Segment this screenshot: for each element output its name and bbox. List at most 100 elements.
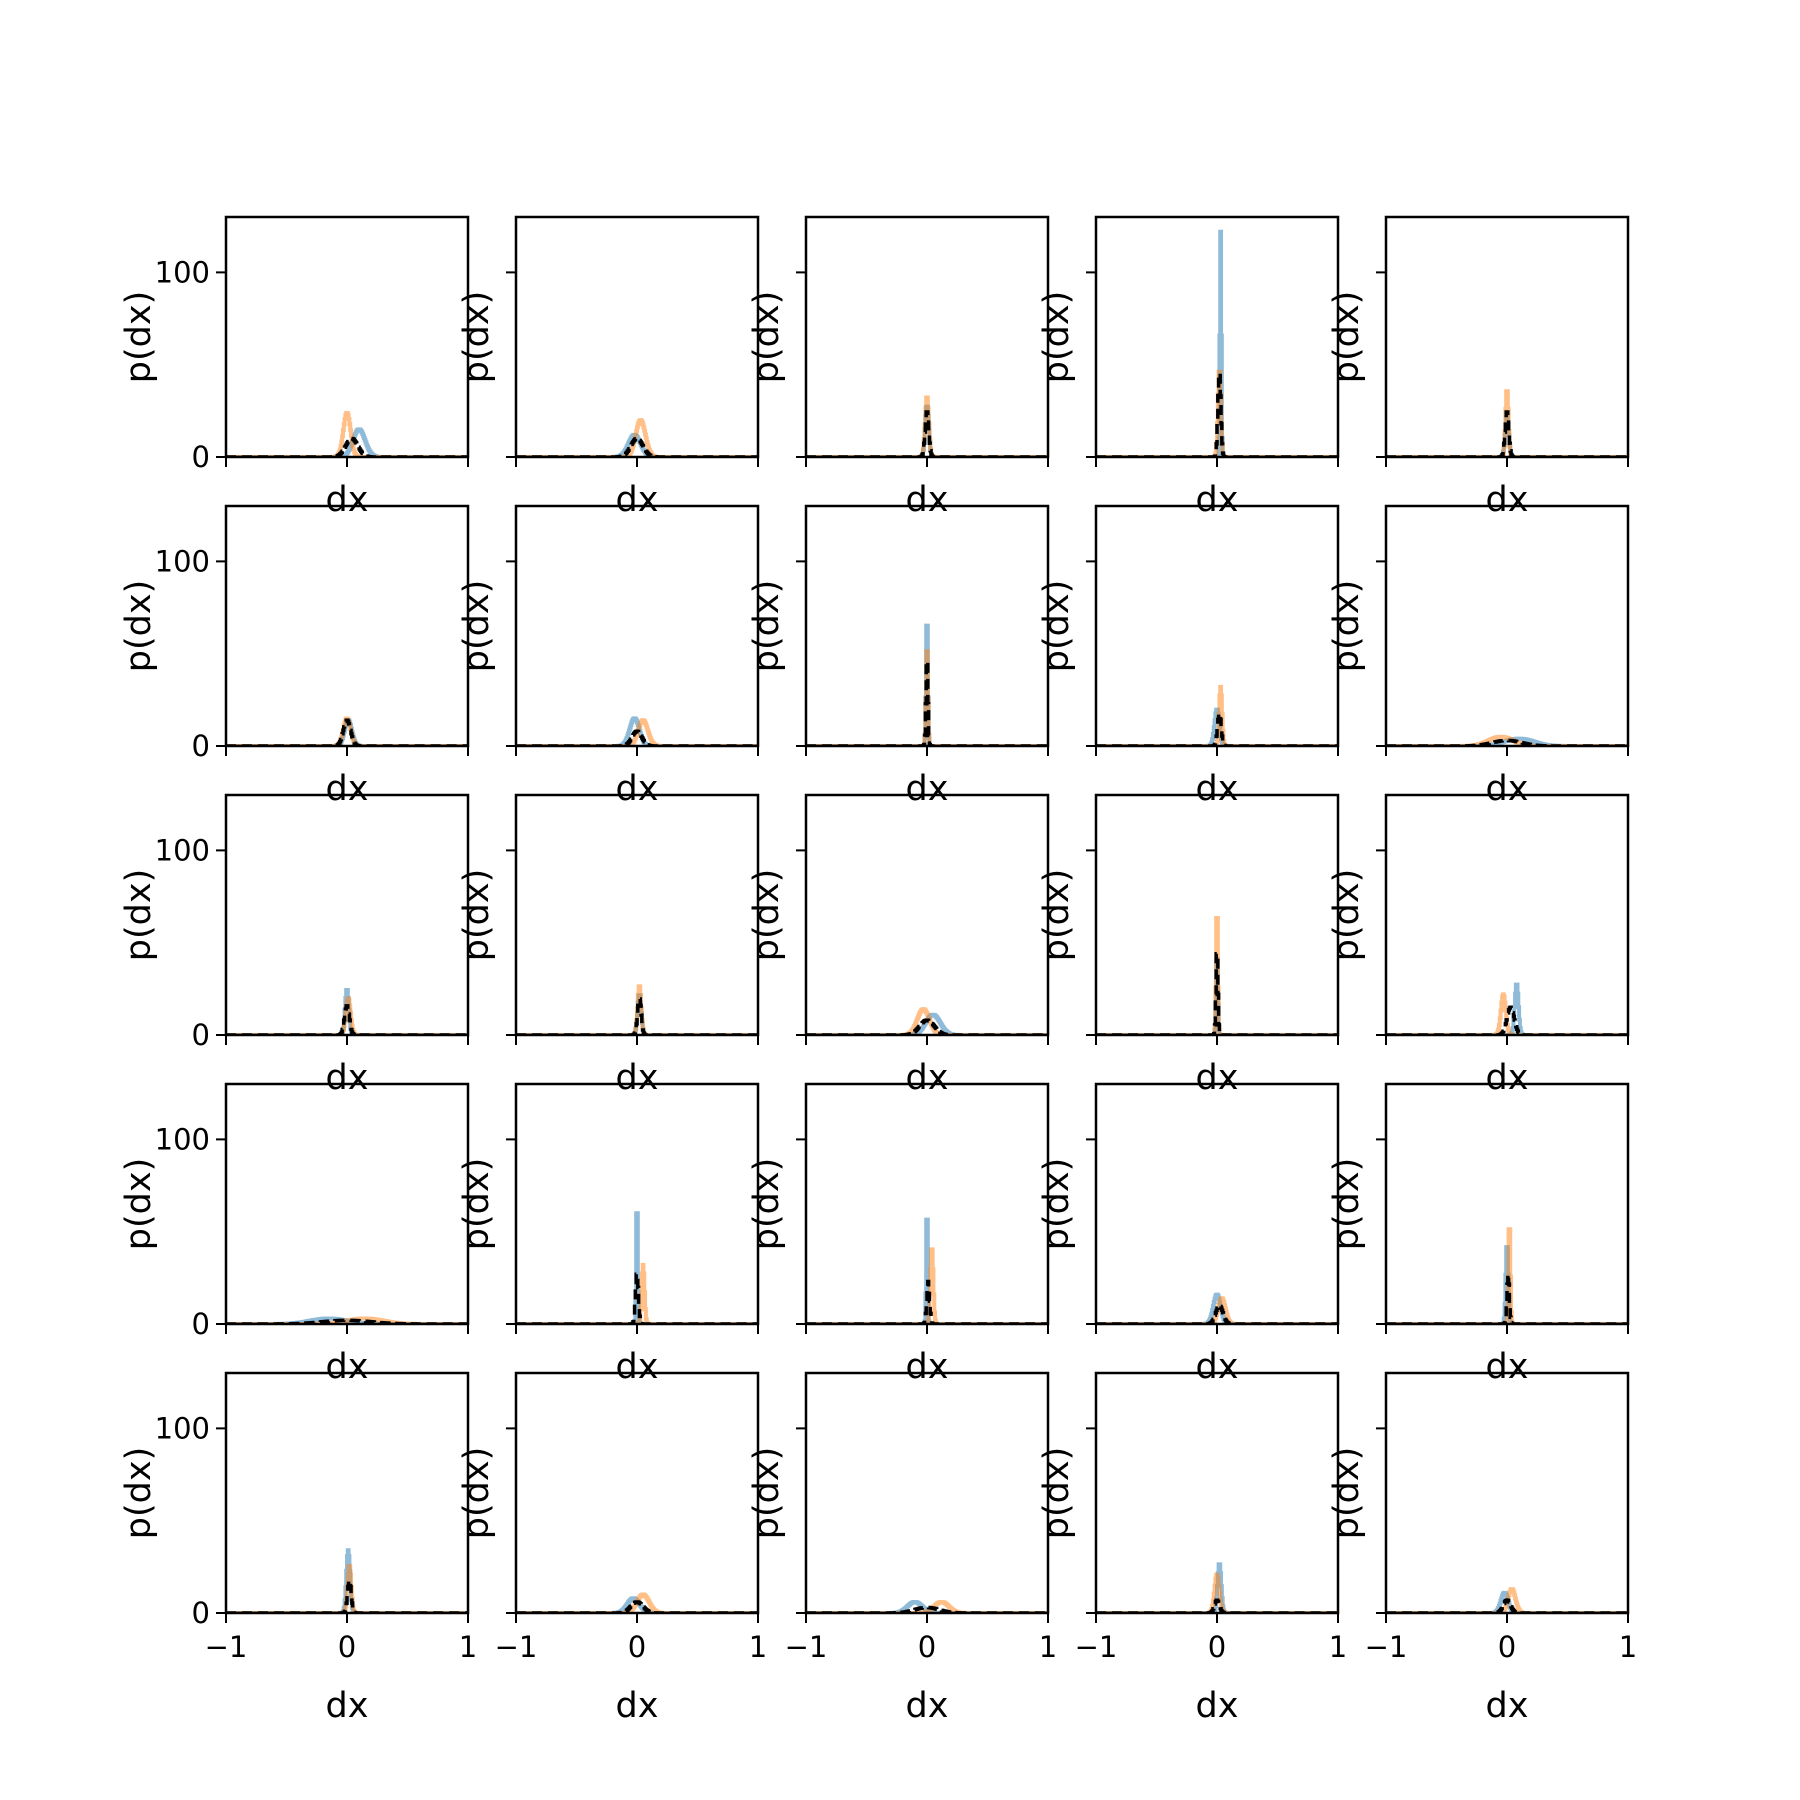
histogram-dashed	[1096, 371, 1338, 457]
histogram-orange	[1096, 1296, 1338, 1324]
x-tick-label: 1	[1619, 1630, 1637, 1664]
y-tick-label: 0	[192, 1307, 210, 1341]
x-tick-label: −1	[205, 1630, 248, 1664]
panel-r2-c4: dx p(dx)	[1037, 504, 1340, 809]
plot-area	[1096, 684, 1338, 746]
panel-r4-c4: dx p(dx)	[1037, 1082, 1340, 1387]
histogram-orange	[806, 1007, 1048, 1035]
y-tick-label: 100	[155, 1411, 210, 1445]
histogram-orange	[806, 649, 1048, 746]
x-axis-label: dx	[616, 769, 659, 809]
y-axis-label: p(dx)	[1037, 1447, 1077, 1539]
plot-area	[516, 1592, 758, 1613]
histogram-blue	[516, 716, 758, 746]
y-axis-label: p(dx)	[1327, 580, 1367, 672]
histogram-orange	[516, 418, 758, 457]
histogram-orange	[516, 1592, 758, 1613]
plot-area	[226, 1548, 468, 1613]
x-tick-label: 0	[918, 1630, 936, 1664]
y-tick-label: 0	[192, 1018, 210, 1052]
histogram-orange	[1096, 684, 1338, 746]
y-axis-label: p(dx)	[1037, 1158, 1077, 1250]
histogram-orange	[1096, 1572, 1338, 1613]
plot-area	[226, 410, 468, 457]
histogram-blue	[806, 623, 1048, 746]
x-tick-label: 1	[1039, 1630, 1057, 1664]
x-tick-label: −1	[785, 1630, 828, 1664]
x-axis-label: dx	[326, 1347, 369, 1387]
panel-r3-c5: dx p(dx)	[1327, 793, 1630, 1098]
histogram-blue	[226, 1548, 468, 1613]
y-axis-label: p(dx)	[457, 580, 497, 672]
y-axis-label: p(dx)	[747, 580, 787, 672]
panel-r5-c5: −1 0 1 dx p(dx)	[1327, 1371, 1637, 1726]
histogram-dashed	[516, 1600, 758, 1613]
histogram-dashed	[1386, 1598, 1628, 1613]
x-axis-label: dx	[326, 769, 369, 809]
panel-r5-c4: −1 0 1 dx p(dx)	[1037, 1371, 1347, 1726]
y-axis-label: p(dx)	[1037, 291, 1077, 383]
y-tick-label: 100	[155, 1122, 210, 1156]
x-tick-label: 0	[628, 1630, 646, 1664]
histogram-orange	[1386, 389, 1628, 457]
panel-r3-c4: dx p(dx)	[1037, 793, 1340, 1098]
plot-area	[226, 716, 468, 746]
histogram-dashed	[1096, 952, 1338, 1035]
panel-r2-c1: 0 100 dx p(dx)	[119, 504, 470, 809]
plot-area	[516, 984, 758, 1035]
y-tick-label: 100	[155, 833, 210, 867]
histogram-orange	[1096, 915, 1338, 1035]
y-tick-label: 0	[192, 1596, 210, 1630]
y-axis-label: p(dx)	[747, 291, 787, 383]
histogram-blue	[226, 987, 468, 1035]
histogram-orange	[226, 1564, 468, 1613]
x-axis-label: dx	[906, 1686, 949, 1726]
histogram-blue	[516, 1211, 758, 1324]
x-axis-label: dx	[1196, 1058, 1239, 1098]
plot-area	[806, 395, 1048, 457]
x-tick-label: −1	[1365, 1630, 1408, 1664]
histogram-orange	[226, 410, 468, 457]
x-tick-label: −1	[1075, 1630, 1118, 1664]
y-tick-label: 0	[192, 729, 210, 763]
panel-r1-c5: dx p(dx)	[1327, 215, 1630, 520]
x-axis-label: dx	[326, 1058, 369, 1098]
y-axis-label: p(dx)	[1037, 580, 1077, 672]
x-axis-label: dx	[906, 769, 949, 809]
plot-area	[1386, 1587, 1628, 1613]
histogram-dashed	[516, 1272, 758, 1324]
panel-r2-c2: dx p(dx)	[457, 504, 760, 809]
y-axis-label: p(dx)	[747, 1158, 787, 1250]
plot-area	[516, 418, 758, 457]
histogram-blue	[806, 1217, 1048, 1324]
panel-r1-c2: dx p(dx)	[457, 215, 760, 520]
histogram-dashed	[1096, 711, 1338, 746]
histogram-dashed	[516, 997, 758, 1035]
panel-r5-c2: −1 0 1 dx p(dx)	[457, 1371, 767, 1726]
x-axis-label: dx	[326, 480, 369, 520]
y-axis-label: p(dx)	[119, 580, 159, 672]
y-axis-label: p(dx)	[1327, 291, 1367, 383]
plot-area	[1386, 389, 1628, 457]
y-axis-label: p(dx)	[1327, 1447, 1367, 1539]
x-axis-label: dx	[1486, 769, 1529, 809]
x-axis-label: dx	[1486, 1686, 1529, 1726]
y-axis-label: p(dx)	[457, 869, 497, 961]
histogram-orange	[1386, 734, 1628, 746]
panel-r3-c2: dx p(dx)	[457, 793, 760, 1098]
plot-area	[1096, 1562, 1338, 1613]
y-axis-label: p(dx)	[1327, 1158, 1367, 1250]
histogram-dashed	[226, 1578, 468, 1613]
x-tick-label: 1	[459, 1630, 477, 1664]
y-tick-label: 100	[155, 255, 210, 289]
x-tick-label: 1	[1329, 1630, 1347, 1664]
x-tick-label: 0	[338, 1630, 356, 1664]
histogram-blue	[1096, 707, 1338, 746]
histogram-orange	[806, 395, 1048, 457]
histogram-dashed	[806, 410, 1048, 457]
plot-area	[806, 1599, 1048, 1613]
y-axis-label: p(dx)	[119, 1158, 159, 1250]
panel-r1-c4: dx p(dx)	[1037, 215, 1340, 520]
x-axis-label: dx	[906, 1058, 949, 1098]
